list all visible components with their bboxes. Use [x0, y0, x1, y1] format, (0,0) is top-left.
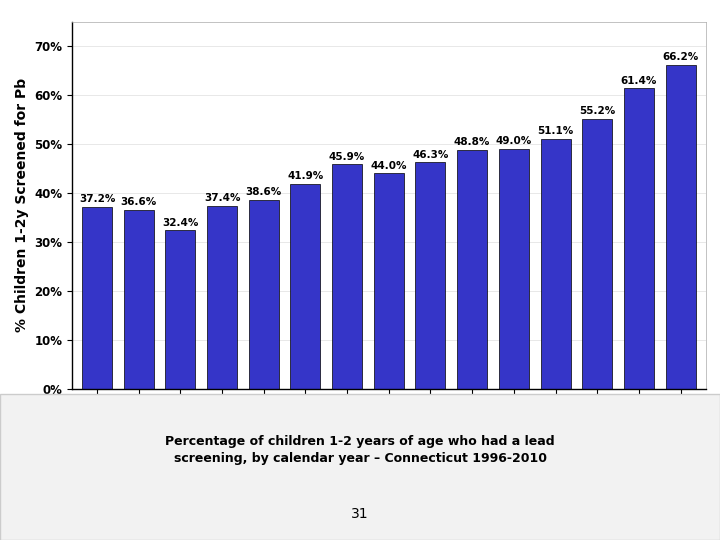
Text: 32.4%: 32.4% [162, 218, 199, 228]
Bar [499, 149, 529, 389]
Text: 66.2%: 66.2% [662, 52, 698, 62]
Text: 38.6%: 38.6% [246, 187, 282, 197]
Bar [457, 150, 487, 389]
Bar [332, 164, 362, 389]
Bar [624, 88, 654, 389]
Bar [374, 173, 404, 389]
Text: 41.9%: 41.9% [287, 171, 323, 181]
Bar [124, 210, 153, 389]
Text: 55.2%: 55.2% [579, 106, 616, 116]
Bar [207, 206, 237, 389]
Text: 31: 31 [351, 507, 369, 521]
Text: 46.3%: 46.3% [413, 150, 449, 160]
Bar [82, 207, 112, 389]
Bar [166, 230, 195, 389]
Text: 37.4%: 37.4% [204, 193, 240, 203]
Bar [290, 184, 320, 389]
Text: 36.6%: 36.6% [120, 197, 157, 207]
Bar [665, 65, 696, 389]
Text: 49.0%: 49.0% [496, 137, 532, 146]
Text: 37.2%: 37.2% [78, 194, 115, 204]
X-axis label: Year: Year [372, 417, 406, 431]
Bar [541, 139, 570, 389]
Text: 61.4%: 61.4% [621, 76, 657, 86]
Bar [248, 200, 279, 389]
Text: 45.9%: 45.9% [329, 152, 365, 161]
Bar [415, 162, 446, 389]
Bar [582, 119, 612, 389]
Text: 48.8%: 48.8% [454, 137, 490, 147]
FancyBboxPatch shape [0, 394, 720, 540]
Text: Percentage of children 1-2 years of age who had a lead
screening, by calendar ye: Percentage of children 1-2 years of age … [165, 435, 555, 464]
Y-axis label: % Children 1-2y Screened for Pb: % Children 1-2y Screened for Pb [14, 78, 29, 332]
Text: 51.1%: 51.1% [537, 126, 574, 136]
Text: 44.0%: 44.0% [371, 161, 407, 171]
